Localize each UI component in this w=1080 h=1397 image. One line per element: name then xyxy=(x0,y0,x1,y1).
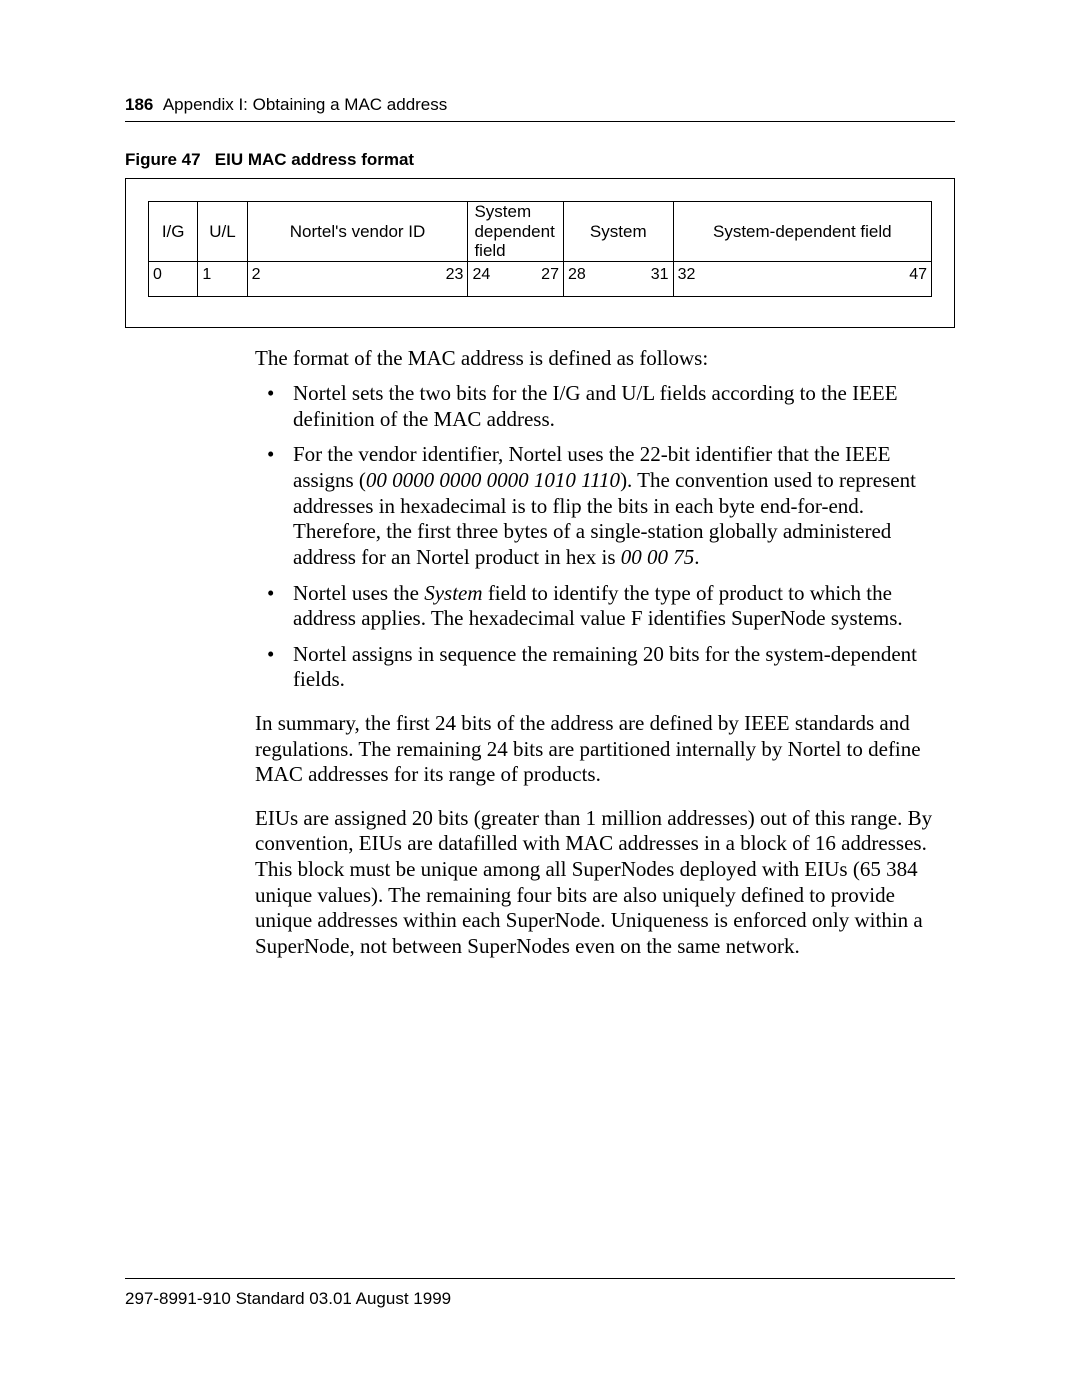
footer-text: 297-8991-910 Standard 03.01 August 1999 xyxy=(125,1289,451,1309)
bit-end: 47 xyxy=(909,266,931,284)
bits-system: 28 31 xyxy=(563,261,673,296)
figure-caption: Figure 47 EIU MAC address format xyxy=(125,150,955,170)
figure-number: Figure 47 xyxy=(125,150,201,169)
page-number: 186 xyxy=(125,95,153,114)
bit-end: 23 xyxy=(446,266,468,284)
bit-start: 2 xyxy=(248,266,261,284)
bit-start: 0 xyxy=(149,266,162,284)
bullet-item: Nortel assigns in sequence the remaining… xyxy=(255,642,955,693)
bits-sysdep2: 32 47 xyxy=(673,261,931,296)
field-ul: U/L xyxy=(198,202,247,262)
bullet-list: Nortel sets the two bits for the I/G and… xyxy=(255,381,955,693)
bits-ul: 1 xyxy=(198,261,247,296)
bit-start: 28 xyxy=(564,266,586,284)
bits-vendorid: 2 23 xyxy=(247,261,468,296)
field-ig: I/G xyxy=(149,202,198,262)
field-sysdep1: System dependent field xyxy=(468,202,564,262)
intro-para: The format of the MAC address is defined… xyxy=(255,346,955,372)
figure-title: EIU MAC address format xyxy=(215,150,414,169)
body-column: The format of the MAC address is defined… xyxy=(255,346,955,960)
field-vendorid: Nortel's vendor ID xyxy=(247,202,468,262)
bits-ig: 0 xyxy=(149,261,198,296)
bit-end: 31 xyxy=(651,266,673,284)
page: 186 Appendix I: Obtaining a MAC address … xyxy=(0,0,1080,1397)
field-labels-row: I/G U/L Nortel's vendor ID System depend… xyxy=(149,202,932,262)
bullet-item: For the vendor identifier, Nortel uses t… xyxy=(255,442,955,570)
bit-start: 24 xyxy=(468,266,490,284)
footer-rule xyxy=(125,1278,955,1279)
figure-frame: I/G U/L Nortel's vendor ID System depend… xyxy=(125,178,955,328)
bits-sysdep1: 24 27 xyxy=(468,261,564,296)
bit-start: 1 xyxy=(198,266,211,284)
bit-end: 27 xyxy=(541,266,563,284)
bit-start: 32 xyxy=(674,266,696,284)
bullet-item: Nortel sets the two bits for the I/G and… xyxy=(255,381,955,432)
section-title: Appendix I: Obtaining a MAC address xyxy=(163,95,447,114)
bit-range-row: 0 1 2 23 24 27 28 31 xyxy=(149,261,932,296)
summary-para: In summary, the first 24 bits of the add… xyxy=(255,711,955,788)
bullet-item: Nortel uses the System field to identify… xyxy=(255,581,955,632)
field-system: System xyxy=(563,202,673,262)
eiu-para: EIUs are assigned 20 bits (greater than … xyxy=(255,806,955,960)
field-sysdep2: System-dependent field xyxy=(673,202,931,262)
page-header: 186 Appendix I: Obtaining a MAC address xyxy=(125,95,955,122)
mac-format-table: I/G U/L Nortel's vendor ID System depend… xyxy=(148,201,932,297)
